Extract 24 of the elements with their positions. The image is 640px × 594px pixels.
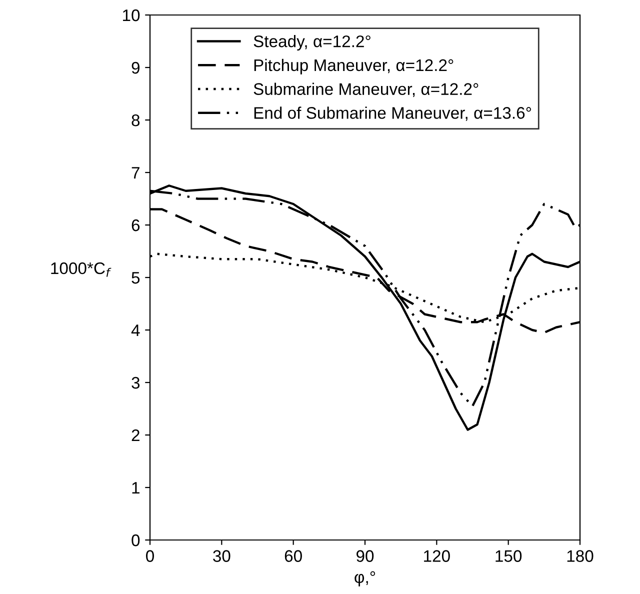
y-tick-label: 10 — [123, 9, 140, 22]
y-tick-label: 7 — [132, 167, 140, 179]
x-tick-label: 150 — [496, 550, 522, 562]
legend-label: Pitchup Maneuver, α=12.2° — [254, 58, 454, 74]
x-axis-title: φ,° — [354, 571, 376, 586]
y-tick-label: 9 — [132, 62, 140, 74]
y-tick-label: 1 — [132, 482, 140, 494]
x-tick-label: 180 — [567, 550, 594, 562]
y-tick-label: 2 — [132, 429, 140, 442]
y-tick-label: 8 — [132, 114, 140, 126]
legend-label: End of Submarine Maneuver, α=13.6° — [254, 106, 531, 121]
y-tick-label: 6 — [132, 219, 140, 232]
y-axis-title: 1000*C$_{f}$ — [51, 262, 112, 277]
y-tick-label: 5 — [132, 272, 140, 284]
y-tick-label: 4 — [131, 324, 140, 336]
legend-label: Submarine Maneuver, α=12.2° — [254, 82, 478, 97]
x-tick-label: 30 — [213, 550, 230, 562]
y-tick-label: 3 — [132, 376, 140, 389]
x-tick-label: 60 — [284, 550, 302, 562]
x-tick-label: 90 — [356, 550, 374, 562]
x-tick-label: 120 — [424, 550, 450, 562]
y-tick-label: 0 — [132, 534, 140, 546]
x-tick-label: 0 — [146, 550, 154, 562]
legend-label: Steady, α=12.2° — [254, 35, 370, 51]
